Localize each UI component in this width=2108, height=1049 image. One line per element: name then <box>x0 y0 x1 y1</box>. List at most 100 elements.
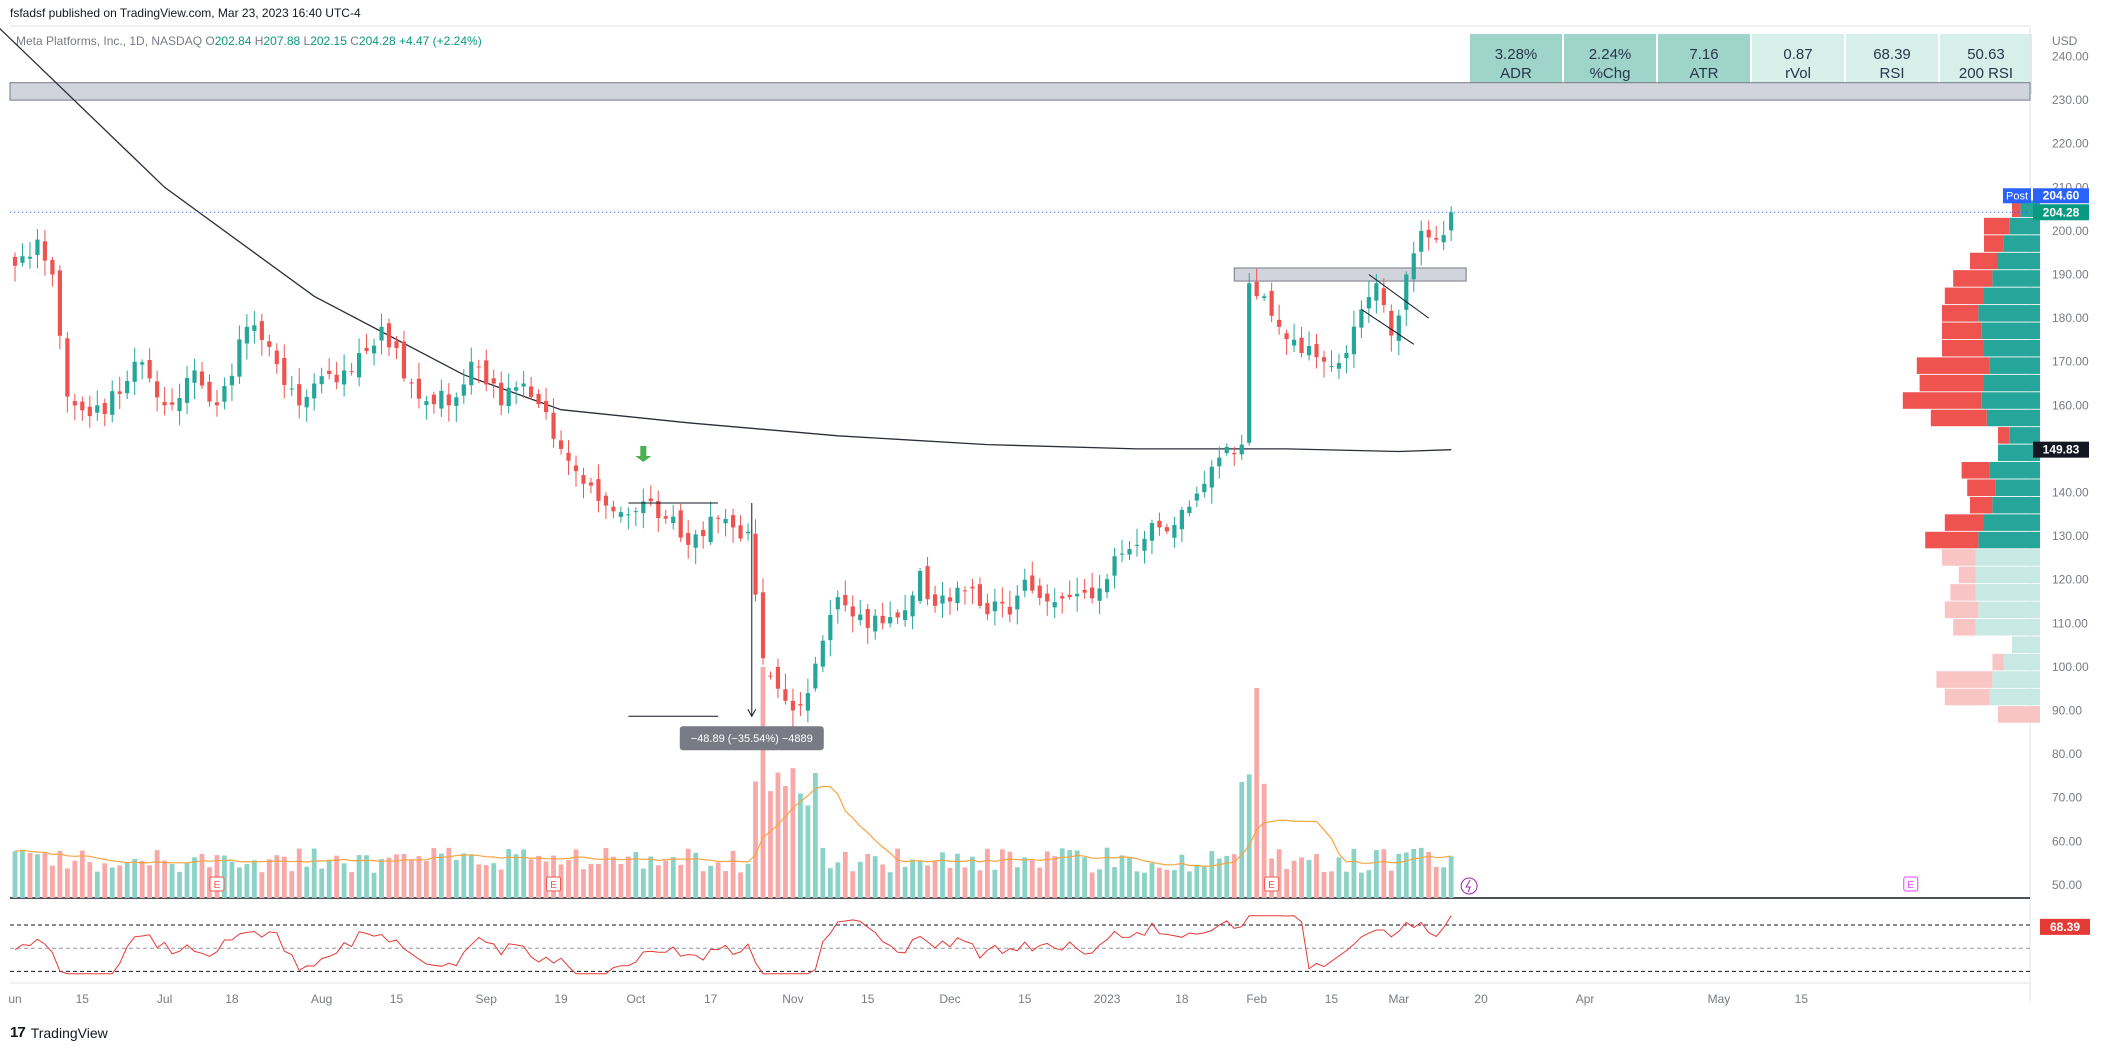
vp-bar-down <box>1944 601 1979 619</box>
candle-body <box>12 256 18 266</box>
candle-body <box>880 615 885 624</box>
ma-value-box <box>2033 441 2089 458</box>
volume-bar <box>1067 850 1073 898</box>
volume-bar <box>349 872 354 898</box>
volume-bar <box>887 872 893 898</box>
vp-bar-down <box>1998 706 2040 723</box>
vp-bar-down <box>1916 357 1990 374</box>
symbol-name[interactable]: Meta Platforms, Inc., 1D, NASDAQ <box>16 34 203 48</box>
volume-bar <box>506 848 512 898</box>
candle-body <box>611 506 616 512</box>
volume-bar <box>259 872 265 898</box>
candle-body <box>858 614 863 621</box>
close-label: C <box>350 34 359 48</box>
candle-body <box>192 370 197 383</box>
volume-bar <box>12 851 18 898</box>
volume-bar <box>274 855 280 898</box>
volume-bar <box>880 864 886 898</box>
earnings-label: E <box>550 880 557 891</box>
volume-bar <box>1336 857 1342 898</box>
candle-body <box>50 259 55 275</box>
volume-bar <box>999 849 1005 898</box>
vp-bar-up <box>1978 601 2040 619</box>
candle-body <box>693 534 698 548</box>
vp-bar-up <box>1989 357 2040 374</box>
candle-body <box>27 256 33 259</box>
vp-bar-down <box>1936 671 1993 688</box>
vp-bar-down <box>1984 217 2010 235</box>
candle-body <box>1187 506 1192 514</box>
candle-body <box>895 612 900 618</box>
candle-body <box>760 592 766 659</box>
volume-bar <box>394 854 399 898</box>
volume-bar <box>581 869 586 898</box>
volume-bar <box>985 848 990 898</box>
candle-body <box>1239 444 1244 455</box>
candle-body <box>334 374 339 383</box>
candle-body <box>259 321 264 340</box>
stat-label: rVol <box>1785 65 1811 82</box>
vp-bar-up <box>1975 549 2040 566</box>
volume-bar <box>117 865 123 898</box>
price-tick-label: 220.00 <box>2052 137 2089 151</box>
stat-label: ADR <box>1500 65 1532 82</box>
candle-body <box>820 640 825 667</box>
volume-bar <box>1014 867 1020 898</box>
volume-bar <box>237 867 242 898</box>
volume-bar <box>431 848 437 898</box>
candle-body <box>102 402 107 415</box>
candle-body <box>184 378 190 403</box>
post-tag-label: Post <box>2006 190 2028 202</box>
candle-body <box>439 390 444 409</box>
candle-body <box>1090 587 1095 599</box>
vp-bar-down <box>1970 496 1993 514</box>
candle-body <box>274 350 279 365</box>
last-price-label: 204.28 <box>2043 205 2080 219</box>
candle-body <box>155 381 160 398</box>
earnings-marker <box>209 876 225 892</box>
tradingview-logo-icon[interactable]: 17 <box>10 1024 26 1041</box>
candle-body <box>745 531 751 534</box>
candle-body <box>1037 585 1042 598</box>
vp-bar-down <box>1944 514 1984 531</box>
candle-body <box>888 617 893 624</box>
candle-body <box>536 393 541 405</box>
candle-body <box>177 398 182 412</box>
candle-body <box>327 370 332 375</box>
volume-bar <box>356 855 362 898</box>
candle-body <box>199 371 205 386</box>
candle-body <box>1306 346 1312 356</box>
vp-bar-up <box>1989 462 2040 479</box>
candle-body <box>1404 274 1409 310</box>
time-tick-label: Jul <box>157 992 172 1006</box>
volume-bar <box>573 849 579 898</box>
candle-body <box>356 353 362 378</box>
price-chart[interactable]: −48.89 (−35.54%) −4889 E E E E USD 240.00 230.… <box>0 0 2108 1020</box>
volume-bar <box>311 848 317 898</box>
volume-bar <box>678 864 684 898</box>
volume-bar <box>902 866 908 898</box>
candle-body <box>312 383 317 399</box>
candle-body <box>1172 524 1177 538</box>
candle-body <box>716 517 721 519</box>
candle-body <box>80 401 85 411</box>
vp-bar-up <box>1992 270 2040 287</box>
volume-bar <box>244 864 250 898</box>
earnings-marker <box>1264 876 1280 892</box>
vp-bar-down <box>1953 618 1976 636</box>
candle-body <box>730 515 736 528</box>
candle-body <box>843 594 848 606</box>
volume-bar <box>723 871 728 898</box>
candle-body <box>1224 446 1229 454</box>
price-tick-label: 230.00 <box>2052 93 2089 107</box>
time-tick-label: 20 <box>1474 992 1488 1006</box>
candle-body <box>1157 520 1162 528</box>
published-note: fsfadsf published on TradingView.com, Ma… <box>10 6 361 20</box>
time-tick-label: 18 <box>1175 992 1189 1006</box>
volume-bar <box>1172 870 1177 898</box>
vp-bar-down <box>1992 653 2004 671</box>
candle-body <box>1217 457 1222 467</box>
candle-body <box>686 533 691 545</box>
candle-body <box>379 326 384 341</box>
time-tick-label: Dec <box>939 992 960 1006</box>
